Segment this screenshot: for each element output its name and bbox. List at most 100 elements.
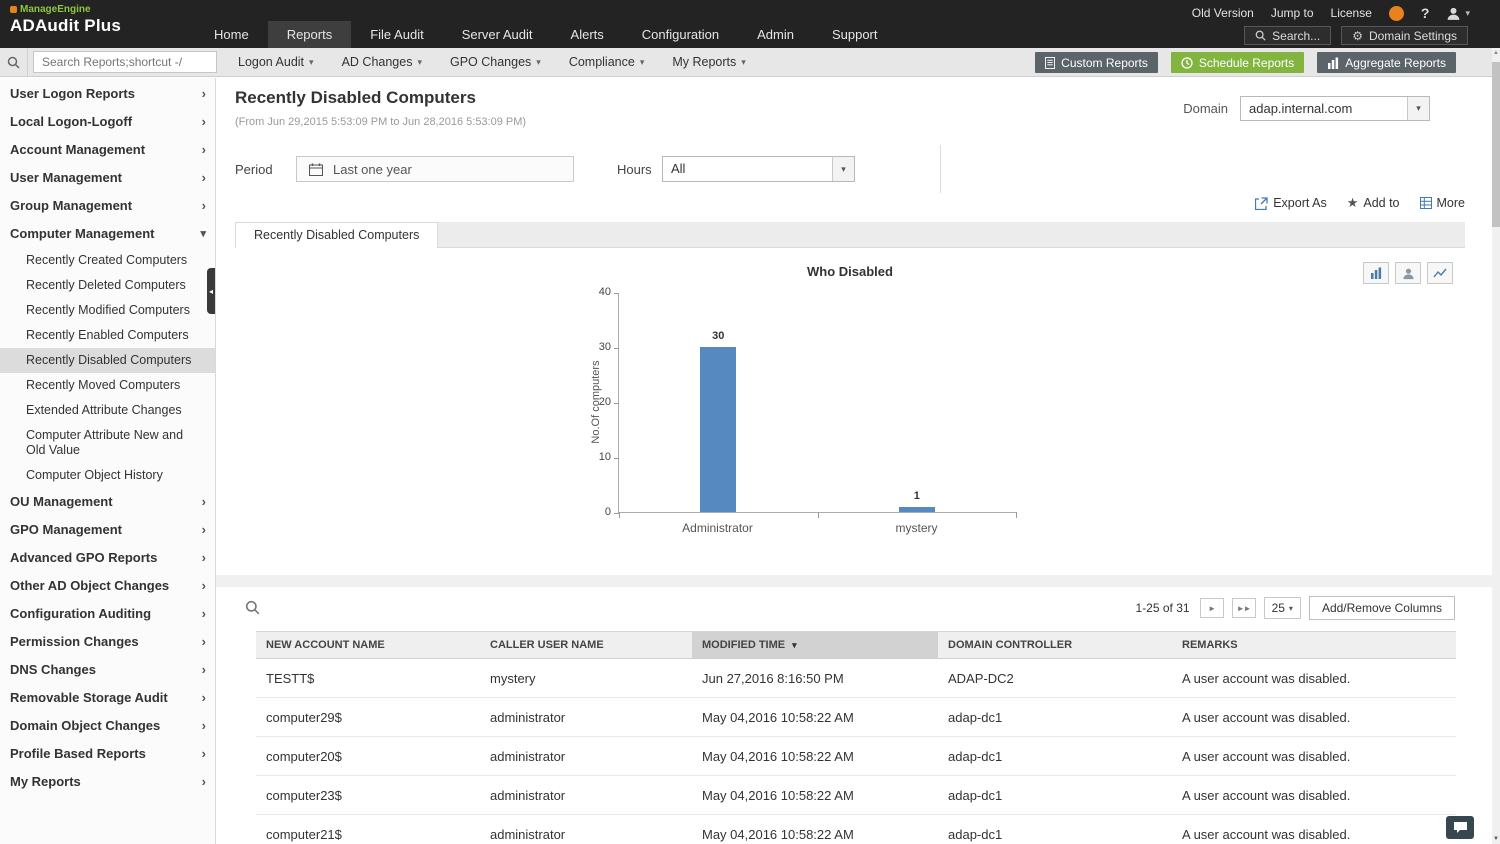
notification-icon[interactable] — [1388, 5, 1404, 21]
sidebar-item-recently-deleted-computers[interactable]: Recently Deleted Computers — [26, 278, 186, 292]
nav-server-audit[interactable]: Server Audit — [461, 27, 533, 42]
add-to-button[interactable]: ★ Add to — [1347, 195, 1400, 211]
table-row[interactable]: TESTT$ mystery Jun 27,2016 8:16:50 PM ADAP-… — [256, 658, 1456, 698]
sidebar-item-group-management[interactable]: Group Management › — [0, 192, 215, 220]
axis-tick-label: 40 — [598, 286, 611, 298]
nav-file-audit[interactable]: File Audit — [370, 27, 424, 42]
column-header-caller-user-name[interactable]: CALLER USER NAME — [480, 631, 692, 659]
sidebar-item-removable-storage-audit[interactable]: Removable Storage Audit › — [0, 684, 215, 712]
chart-view-user-button[interactable] — [1395, 262, 1421, 284]
scroll-down-icon[interactable]: ▼ — [1493, 836, 1499, 842]
sidebar-item-user-logon-reports[interactable]: User Logon Reports › — [0, 80, 215, 108]
axis-tick — [817, 512, 819, 518]
topbar-search-button[interactable]: Search... — [1244, 26, 1332, 45]
help-icon[interactable]: ? — [1420, 5, 1430, 21]
table-cell: adap-dc1 — [938, 814, 1172, 844]
column-header-new-account-name[interactable]: NEW ACCOUNT NAME — [256, 631, 480, 659]
table-cell: A user account was disabled. — [1172, 697, 1456, 737]
more-button[interactable]: More — [1419, 196, 1465, 210]
menu-ad-changes[interactable]: AD Changes ▾ — [328, 48, 436, 76]
user-menu[interactable]: ▾ — [1446, 6, 1470, 21]
chart-type-line-button[interactable] — [1427, 262, 1453, 284]
menu-logon-audit[interactable]: Logon Audit ▾ — [224, 48, 328, 76]
domain-settings-button[interactable]: ⚙ Domain Settings — [1341, 26, 1468, 45]
column-header-modified-time[interactable]: MODIFIED TIME ▾ — [692, 631, 938, 659]
add-remove-columns-button[interactable]: Add/Remove Columns — [1308, 596, 1455, 620]
pagination-next-button[interactable]: ► — [1199, 598, 1224, 618]
custom-reports-button[interactable]: Custom Reports — [1035, 52, 1158, 73]
sidebar-item-ou-management[interactable]: OU Management › — [0, 488, 215, 516]
grid-icon — [1419, 197, 1432, 209]
sidebar-item-account-management[interactable]: Account Management › — [0, 136, 215, 164]
column-header-remarks[interactable]: REMARKS — [1172, 631, 1456, 659]
table-row[interactable]: computer29$ administrator May 04,2016 10:5… — [256, 697, 1456, 737]
report-search-input[interactable] — [33, 51, 217, 73]
sidebar-item-computer-attribute-new-and-old-value[interactable]: Computer Attribute New and Old Value — [26, 428, 184, 457]
sidebar-item-configuration-auditing[interactable]: Configuration Auditing › — [0, 600, 215, 628]
chevron-down-icon: ▾ — [1465, 7, 1470, 18]
column-header-domain-controller[interactable]: DOMAIN CONTROLLER — [938, 631, 1172, 659]
sidebar-item-other-ad-object-changes[interactable]: Other AD Object Changes › — [0, 572, 215, 600]
nav-alerts[interactable]: Alerts — [570, 27, 604, 42]
menu-compliance[interactable]: Compliance ▾ — [555, 48, 659, 76]
tab-recently-disabled-computers[interactable]: Recently Disabled Computers — [235, 222, 439, 248]
sidebar-item-recently-disabled-computers[interactable]: Recently Disabled Computers — [0, 348, 215, 373]
sidebar-item-user-management[interactable]: User Management › — [0, 164, 215, 192]
nav-home[interactable]: Home — [214, 27, 249, 42]
old-version-link[interactable]: Old Version — [1191, 6, 1254, 20]
nav-configuration[interactable]: Configuration — [641, 27, 720, 42]
sidebar-item-advanced-gpo-reports[interactable]: Advanced GPO Reports › — [0, 544, 215, 572]
page-scrollbar[interactable]: ▲ ▼ — [1492, 48, 1500, 844]
hours-select[interactable]: All ▾ — [662, 156, 855, 182]
search-icon[interactable] — [0, 48, 28, 76]
nav-support[interactable]: Support — [831, 27, 878, 42]
menu-label: GPO Changes — [449, 55, 532, 69]
sidebar-item-recently-created-computers[interactable]: Recently Created Computers — [26, 253, 188, 267]
table-row[interactable]: computer21$ administrator May 04,2016 10:5… — [256, 814, 1456, 844]
sidebar-item-label: Local Logon-Logoff — [10, 114, 133, 129]
brand[interactable]: ManageEngine ADAudit Plus — [10, 4, 121, 36]
pagination-last-button[interactable]: ►► — [1231, 598, 1256, 618]
table-cell: TESTT$ — [256, 658, 480, 698]
sidebar-item-computer-management[interactable]: Computer Management ▾ — [0, 220, 215, 248]
bar-administrator[interactable] — [700, 347, 737, 512]
per-page-select[interactable]: 25 ▾ — [1263, 597, 1301, 619]
sidebar-item-recently-enabled-computers[interactable]: Recently Enabled Computers — [26, 328, 189, 342]
sidebar-item-dns-changes[interactable]: DNS Changes › — [0, 656, 215, 684]
menu-label: Logon Audit — [238, 55, 305, 69]
jump-to-link[interactable]: Jump to — [1270, 6, 1314, 20]
scroll-up-icon[interactable]: ▲ — [1493, 50, 1499, 56]
chart-type-bar-button[interactable] — [1363, 262, 1389, 284]
chat-button[interactable] — [1446, 816, 1474, 839]
table-search-icon[interactable] — [245, 600, 260, 615]
table-row[interactable]: computer20$ administrator May 04,2016 10:5… — [256, 736, 1456, 776]
sidebar-item-recently-modified-computers[interactable]: Recently Modified Computers — [26, 303, 190, 317]
sidebar-item-extended-attribute-changes[interactable]: Extended Attribute Changes — [26, 403, 182, 417]
nav-reports[interactable]: Reports — [267, 21, 352, 48]
menu-gpo-changes[interactable]: GPO Changes ▾ — [436, 48, 555, 76]
sidebar-item-gpo-management[interactable]: GPO Management › — [0, 516, 215, 544]
sidebar-item-local-logon-logoff[interactable]: Local Logon-Logoff › — [0, 108, 215, 136]
domain-select[interactable]: adap.internal.com ▾ — [1240, 96, 1430, 121]
scrollbar-thumb[interactable] — [1492, 62, 1500, 227]
sidebar-item-permission-changes[interactable]: Permission Changes › — [0, 628, 215, 656]
schedule-reports-button[interactable]: Schedule Reports — [1170, 52, 1305, 73]
sidebar-collapse-handle[interactable]: ◂ — [207, 268, 215, 314]
sidebar-item-label: Removable Storage Audit — [10, 690, 168, 705]
sidebar-item-label: Other AD Object Changes — [10, 578, 170, 593]
export-as-button[interactable]: Export As — [1255, 196, 1327, 210]
chevron-right-icon: › — [201, 198, 206, 213]
menu-my-reports[interactable]: My Reports ▾ — [658, 48, 759, 76]
sidebar-item-computer-object-history[interactable]: Computer Object History — [26, 468, 163, 482]
table-row[interactable]: computer23$ administrator May 04,2016 10:5… — [256, 775, 1456, 815]
sidebar-item-domain-object-changes[interactable]: Domain Object Changes › — [0, 712, 215, 740]
sidebar-item-my-reports[interactable]: My Reports › — [0, 768, 215, 796]
chevron-down-icon: ▾ — [200, 228, 206, 240]
aggregate-reports-button[interactable]: Aggregate Reports — [1317, 52, 1456, 73]
period-picker[interactable]: Last one year — [296, 156, 574, 182]
bar-mystery[interactable] — [898, 506, 935, 512]
sidebar-item-recently-moved-computers[interactable]: Recently Moved Computers — [26, 378, 181, 392]
license-link[interactable]: License — [1330, 6, 1372, 20]
sidebar-item-profile-based-reports[interactable]: Profile Based Reports › — [0, 740, 215, 768]
nav-admin[interactable]: Admin — [757, 27, 794, 42]
